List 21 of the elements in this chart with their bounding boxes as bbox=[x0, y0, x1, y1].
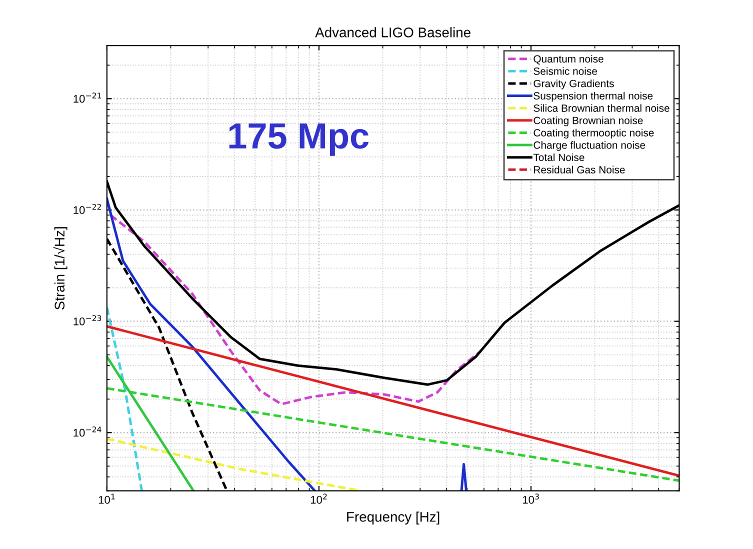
chart-title: Advanced LIGO Baseline bbox=[315, 27, 470, 38]
legend-label: Charge fluctuation noise bbox=[534, 141, 646, 151]
legend-label: Silica Brownian thermal noise bbox=[534, 104, 670, 112]
x-tick-label: 10$^{1}$ bbox=[98, 494, 115, 504]
legend-label: Seismic noise bbox=[534, 67, 597, 75]
y-tick-label: 10$^{−22}$ bbox=[74, 204, 101, 214]
y-tick-label: 10$^{−24}$ bbox=[74, 426, 102, 437]
x-tick-label: 10$^{2}$ bbox=[310, 494, 327, 504]
legend-label: Quantum noise bbox=[534, 54, 604, 64]
x-tick-label: 10$^{3}$ bbox=[522, 494, 539, 504]
legend-label: Gravity Gradients bbox=[534, 80, 614, 90]
x-axis-title: Frequency [Hz] bbox=[347, 512, 440, 525]
legend-label: Residual Gas Noise bbox=[534, 166, 625, 174]
annotation: 175 Mpc bbox=[229, 124, 369, 156]
legend-label: Suspension thermal noise bbox=[534, 92, 653, 102]
legend-label: Total Noise bbox=[533, 153, 584, 162]
y-tick-label: 10$^{−23}$ bbox=[74, 315, 102, 326]
legend-label: Coating thermooptic noise bbox=[534, 128, 654, 139]
y-axis-title: Strain [1/√Hz] bbox=[53, 227, 68, 310]
y-tick-label: 10$^{−21}$ bbox=[74, 92, 102, 103]
legend-label: Coating Brownian noise bbox=[534, 116, 643, 126]
